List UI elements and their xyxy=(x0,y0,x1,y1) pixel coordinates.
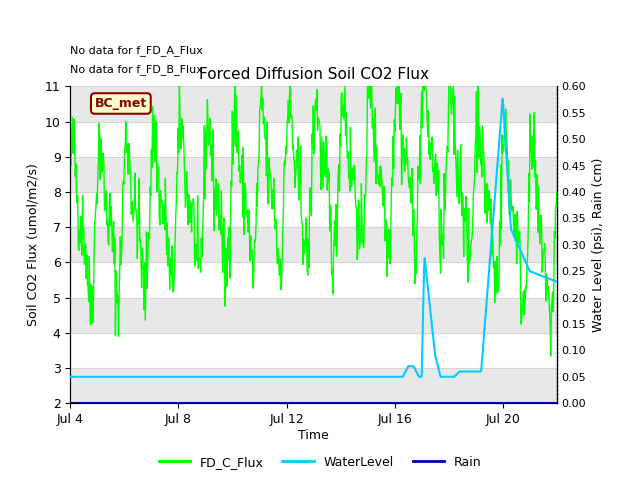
Legend: FD_C_Flux, WaterLevel, Rain: FD_C_Flux, WaterLevel, Rain xyxy=(154,451,486,474)
Bar xyxy=(70,368,557,403)
Y-axis label: Water Level (psi), Rain (cm): Water Level (psi), Rain (cm) xyxy=(592,157,605,332)
Bar xyxy=(70,86,557,121)
Title: Forced Diffusion Soil CO2 Flux: Forced Diffusion Soil CO2 Flux xyxy=(198,68,429,83)
Bar xyxy=(70,227,557,263)
Text: BC_met: BC_met xyxy=(95,97,147,110)
Bar xyxy=(70,157,557,192)
X-axis label: Time: Time xyxy=(298,429,329,442)
Text: No data for f_FD_A_Flux: No data for f_FD_A_Flux xyxy=(70,45,204,56)
Y-axis label: Soil CO2 Flux (umol/m2/s): Soil CO2 Flux (umol/m2/s) xyxy=(26,163,39,326)
Text: No data for f_FD_B_Flux: No data for f_FD_B_Flux xyxy=(70,64,204,75)
Bar xyxy=(70,298,557,333)
